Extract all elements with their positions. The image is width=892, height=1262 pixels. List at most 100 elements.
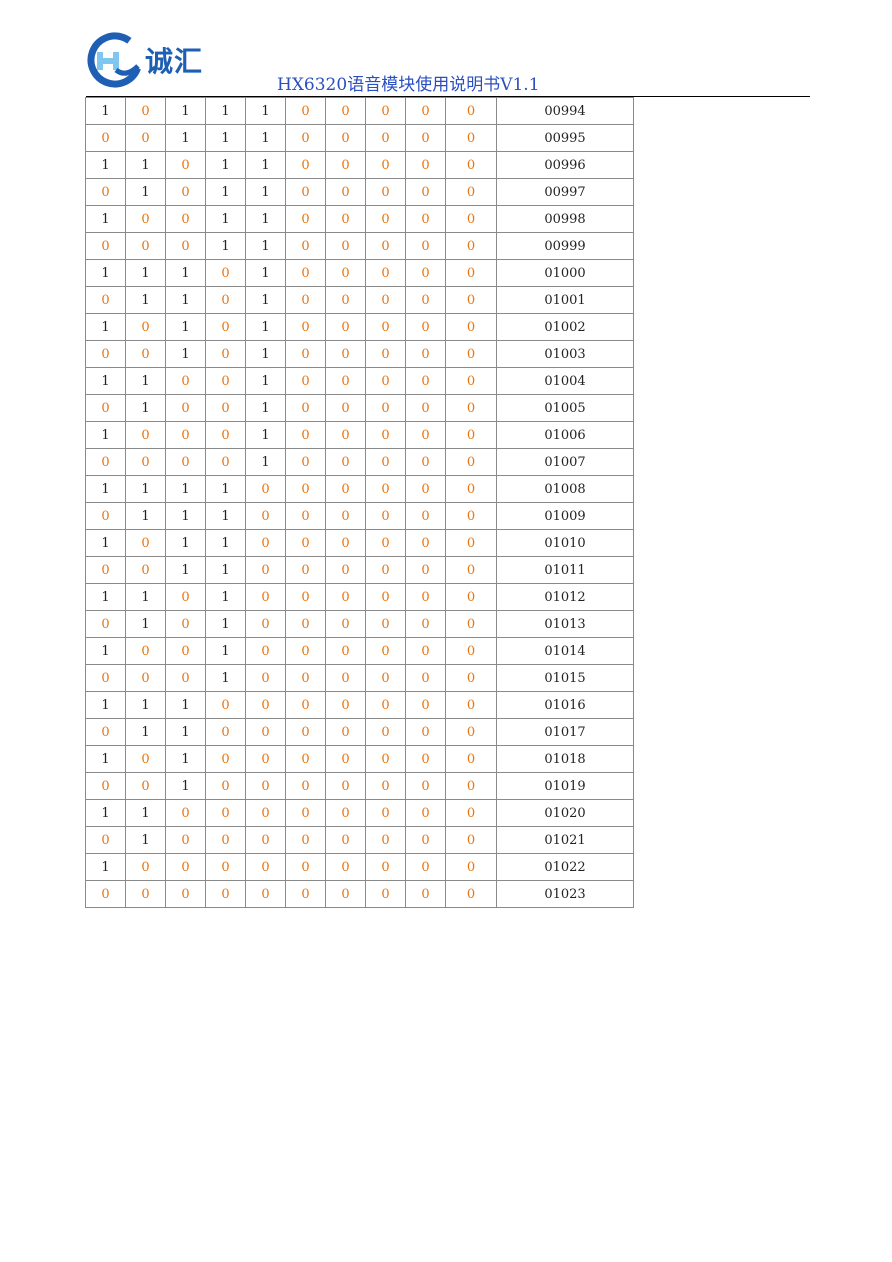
bit-cell: 0 (405, 151, 446, 179)
bit-cell: 0 (125, 880, 166, 908)
bit-cell: 0 (125, 637, 166, 665)
bit-cell: 0 (365, 367, 406, 395)
bit-cell: 0 (285, 880, 326, 908)
bit-cell: 0 (445, 124, 497, 152)
bit-cell: 1 (245, 340, 286, 368)
table-row: 0 1 0 1 1 0 0 0 0 0 00997 (85, 178, 634, 206)
bit-cell: 0 (205, 853, 246, 881)
bit-cell: 0 (405, 475, 446, 503)
bit-cell: 0 (125, 205, 166, 233)
bit-cell: 1 (245, 421, 286, 449)
bit-cell: 0 (365, 97, 406, 125)
bit-cell: 1 (165, 340, 206, 368)
bit-cell: 0 (85, 286, 126, 314)
bit-cell: 0 (365, 880, 406, 908)
bit-cell: 0 (125, 853, 166, 881)
table-row: 1 0 1 0 1 0 0 0 0 0 01002 (85, 313, 634, 341)
bit-cell: 0 (125, 664, 166, 692)
bit-cell: 1 (205, 610, 246, 638)
bit-cell: 0 (285, 691, 326, 719)
bit-cell: 0 (445, 826, 497, 854)
bit-cell: 1 (165, 772, 206, 800)
table-row: 0 1 1 0 0 0 0 0 0 0 01017 (85, 718, 634, 746)
bit-cell: 0 (85, 340, 126, 368)
table-row: 0 0 1 0 1 0 0 0 0 0 01003 (85, 340, 634, 368)
code-cell: 01001 (496, 286, 634, 314)
bit-cell: 0 (285, 178, 326, 206)
bit-cell: 0 (285, 313, 326, 341)
bit-cell: 0 (365, 610, 406, 638)
bit-cell: 1 (165, 556, 206, 584)
code-cell: 00998 (496, 205, 634, 233)
code-cell: 01011 (496, 556, 634, 584)
bit-cell: 1 (125, 502, 166, 530)
bit-cell: 0 (165, 178, 206, 206)
bit-cell: 0 (365, 826, 406, 854)
bit-cell: 0 (285, 367, 326, 395)
bit-cell: 1 (205, 475, 246, 503)
bit-cell: 1 (165, 97, 206, 125)
code-cell: 01009 (496, 502, 634, 530)
bit-cell: 1 (125, 583, 166, 611)
bit-cell: 0 (125, 772, 166, 800)
code-cell: 01018 (496, 745, 634, 773)
bit-cell: 1 (245, 97, 286, 125)
bit-cell: 0 (245, 529, 286, 557)
bit-cell: 0 (285, 151, 326, 179)
bit-cell: 1 (125, 799, 166, 827)
bit-cell: 0 (445, 583, 497, 611)
bit-cell: 1 (245, 286, 286, 314)
bit-cell: 0 (325, 772, 366, 800)
bit-cell: 0 (445, 502, 497, 530)
bit-cell: 1 (245, 124, 286, 152)
table-row: 1 1 0 0 1 0 0 0 0 0 01004 (85, 367, 634, 395)
bit-cell: 0 (365, 529, 406, 557)
table-row: 1 0 1 1 1 0 0 0 0 0 00994 (85, 97, 634, 125)
bit-cell: 0 (125, 340, 166, 368)
bit-cell: 0 (325, 421, 366, 449)
bit-cell: 0 (245, 880, 286, 908)
bit-cell: 0 (365, 340, 406, 368)
bit-cell: 0 (445, 556, 497, 584)
code-cell: 01004 (496, 367, 634, 395)
code-cell: 01008 (496, 475, 634, 503)
bit-cell: 0 (205, 448, 246, 476)
bit-cell: 0 (365, 205, 406, 233)
bit-cell: 0 (325, 448, 366, 476)
bit-cell: 0 (325, 340, 366, 368)
bit-cell: 0 (365, 664, 406, 692)
code-cell: 00997 (496, 178, 634, 206)
bit-cell: 0 (165, 367, 206, 395)
bit-cell: 0 (285, 610, 326, 638)
table-row: 1 1 1 0 1 0 0 0 0 0 01000 (85, 259, 634, 287)
bit-cell: 0 (165, 151, 206, 179)
bit-cell: 1 (125, 475, 166, 503)
bit-cell: 0 (405, 799, 446, 827)
bit-cell: 1 (205, 664, 246, 692)
bit-cell: 0 (125, 556, 166, 584)
bit-cell: 1 (85, 745, 126, 773)
bit-cell: 0 (445, 853, 497, 881)
bit-cell: 1 (245, 151, 286, 179)
bit-cell: 1 (245, 178, 286, 206)
bit-cell: 0 (325, 556, 366, 584)
code-cell: 01010 (496, 529, 634, 557)
company-logo (87, 32, 143, 88)
bit-cell: 0 (365, 124, 406, 152)
bit-cell: 0 (245, 583, 286, 611)
bit-cell: 0 (85, 448, 126, 476)
code-cell: 01016 (496, 691, 634, 719)
bit-cell: 1 (125, 691, 166, 719)
bit-cell: 0 (285, 340, 326, 368)
bit-cell: 1 (85, 853, 126, 881)
bit-cell: 0 (285, 124, 326, 152)
bit-cell: 0 (85, 880, 126, 908)
bit-cell: 0 (205, 826, 246, 854)
bit-cell: 0 (125, 529, 166, 557)
bit-cell: 1 (205, 178, 246, 206)
bit-cell: 0 (85, 178, 126, 206)
bit-cell: 0 (285, 475, 326, 503)
bit-cell: 0 (285, 421, 326, 449)
bit-cell: 0 (325, 610, 366, 638)
bit-cell: 0 (125, 232, 166, 260)
